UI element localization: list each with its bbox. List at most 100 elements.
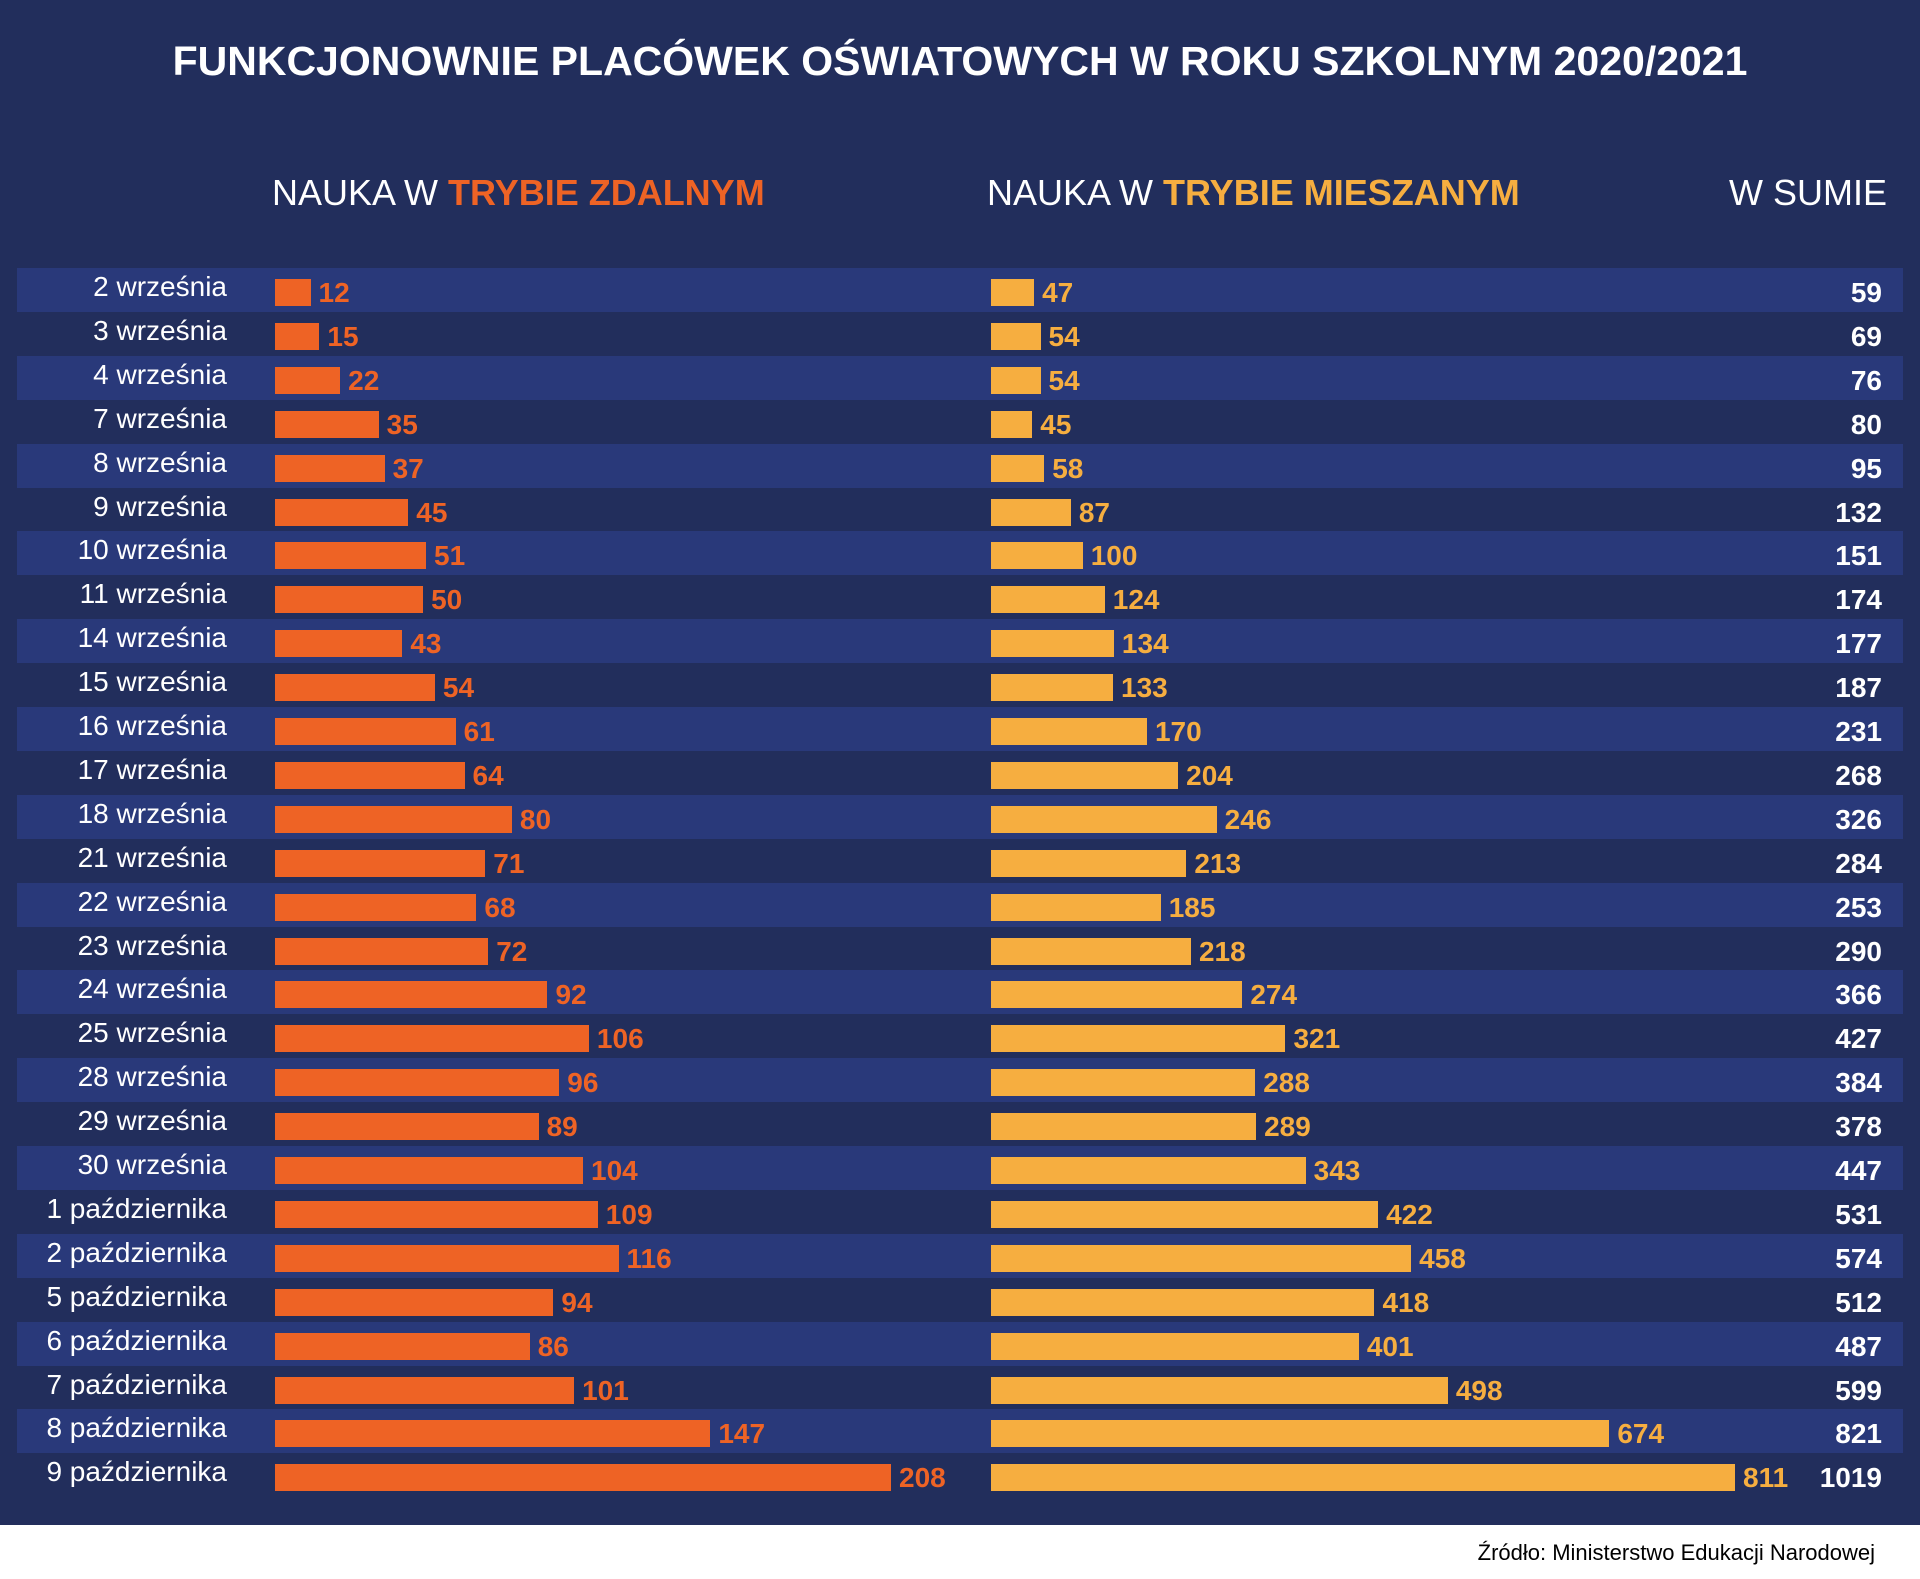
value-label-total: 599: [1835, 1374, 1882, 1406]
value-label-remote: 96: [567, 1067, 599, 1099]
value-label-mixed: 274: [1250, 979, 1298, 1011]
bar-mixed: [991, 542, 1083, 570]
bar-remote: [275, 1288, 554, 1316]
value-label-total: 80: [1850, 408, 1882, 440]
bar-remote: [275, 630, 403, 658]
row-label: 4 września: [93, 358, 227, 390]
value-label-total: 326: [1835, 803, 1882, 835]
row-label: 8 września: [93, 446, 227, 478]
value-label-total: 151: [1835, 540, 1882, 572]
column-header-remote: NAUKA W TRYBIE ZDALNYM: [272, 172, 765, 214]
value-label-total: 231: [1835, 716, 1882, 747]
row-label: 2 września: [93, 271, 227, 302]
value-label-mixed: 218: [1198, 935, 1246, 967]
value-label-remote: 109: [605, 1198, 653, 1230]
bar-remote: [275, 1376, 575, 1404]
value-label-mixed: 58: [1052, 452, 1084, 484]
bar-mixed: [991, 761, 1179, 789]
value-label-remote: 68: [484, 891, 516, 923]
bar-mixed: [991, 410, 1033, 438]
column-header-mixed-prefix: NAUKA W: [987, 172, 1164, 213]
value-label-total: 76: [1850, 364, 1882, 396]
value-label-mixed: 213: [1194, 847, 1242, 879]
value-label-total: 187: [1835, 672, 1882, 704]
bar-mixed: [991, 1244, 1412, 1272]
value-label-mixed: 45: [1040, 408, 1072, 440]
value-label-total: 284: [1835, 847, 1882, 879]
value-label-total: 290: [1835, 935, 1882, 967]
bar-mixed: [991, 586, 1105, 614]
value-label-remote: 147: [718, 1418, 766, 1450]
value-label-mixed: 422: [1386, 1198, 1433, 1230]
bar-mixed: [991, 1157, 1306, 1184]
value-label-mixed: 246: [1224, 803, 1272, 835]
value-label-total: 531: [1835, 1198, 1882, 1230]
bar-mixed: [991, 893, 1161, 921]
value-label-total: 821: [1835, 1418, 1882, 1450]
value-label-remote: 37: [392, 452, 424, 484]
bar-remote: [275, 1244, 619, 1272]
bar-mixed: [991, 1376, 1448, 1404]
value-label-remote: 101: [582, 1374, 629, 1406]
row-label: 21 września: [77, 841, 227, 873]
value-label-total: 512: [1835, 1286, 1882, 1318]
bar-mixed: [991, 454, 1045, 482]
bar-remote: [275, 454, 385, 482]
row-label: 22 września: [77, 885, 227, 917]
bar-remote: [275, 1069, 560, 1097]
value-label-total: 574: [1835, 1242, 1882, 1274]
bar-remote: [275, 1157, 583, 1184]
bar-mixed: [991, 1200, 1379, 1228]
source-note: Źródło: Ministerstwo Edukacji Narodowej: [1477, 1540, 1875, 1565]
bar-mixed: [991, 498, 1071, 526]
column-header-total-label: W SUMIE: [1729, 172, 1887, 213]
bar-remote: [275, 586, 424, 614]
value-label-remote: 35: [386, 408, 418, 440]
bar-mixed: [991, 937, 1191, 965]
value-label-mixed: 54: [1048, 320, 1080, 352]
bar-remote: [275, 322, 320, 350]
bar-mixed: [991, 674, 1113, 702]
value-label-remote: 86: [537, 1330, 569, 1362]
chart-panel: FUNKCJONOWNIE PLACÓWEK OŚWIATOWYCH W ROK…: [0, 0, 1920, 1525]
value-label-mixed: 47: [1042, 277, 1074, 308]
bar-remote: [275, 410, 379, 438]
value-label-remote: 50: [431, 584, 463, 616]
bar-remote: [275, 718, 456, 745]
value-label-total: 384: [1835, 1067, 1882, 1099]
bar-remote: [275, 849, 486, 877]
row-label: 16 września: [77, 710, 227, 741]
value-label-remote: 51: [434, 540, 466, 572]
row-label: 7 października: [46, 1368, 227, 1400]
bar-mixed: [991, 805, 1217, 833]
value-label-mixed: 54: [1048, 364, 1080, 396]
bar-mixed: [991, 1420, 1610, 1448]
value-label-mixed: 343: [1313, 1155, 1361, 1186]
row-label: 23 września: [77, 929, 227, 961]
value-label-mixed: 185: [1168, 891, 1216, 923]
value-label-mixed: 418: [1382, 1286, 1430, 1318]
value-label-mixed: 458: [1419, 1242, 1466, 1274]
value-label-remote: 208: [899, 1462, 946, 1494]
row-label: 29 września: [77, 1105, 227, 1137]
column-header-remote-prefix: NAUKA W: [272, 172, 449, 213]
value-label-remote: 54: [442, 672, 475, 704]
value-label-remote: 45: [416, 496, 448, 528]
row-label: 11 września: [79, 578, 227, 610]
row-label: 5 października: [46, 1280, 227, 1312]
value-label-remote: 22: [348, 364, 380, 396]
value-label-mixed: 133: [1121, 672, 1168, 704]
value-label-remote: 80: [519, 803, 552, 835]
bar-mixed: [991, 1113, 1257, 1141]
bar-mixed: [991, 1025, 1286, 1053]
value-label-total: 268: [1835, 759, 1882, 791]
chart-rows: 2 września 12 47 59 3 września 15 54 69 4 wrześn…: [17, 268, 1903, 1494]
row-label: 24 września: [77, 973, 227, 1005]
value-label-remote: 116: [626, 1242, 672, 1274]
bar-mixed: [991, 630, 1114, 658]
bar-remote: [275, 674, 435, 702]
value-label-remote: 94: [561, 1286, 593, 1318]
bar-remote: [275, 1025, 589, 1053]
bar-mixed: [991, 981, 1243, 1009]
column-header-total: W SUMIE: [1729, 172, 1887, 214]
